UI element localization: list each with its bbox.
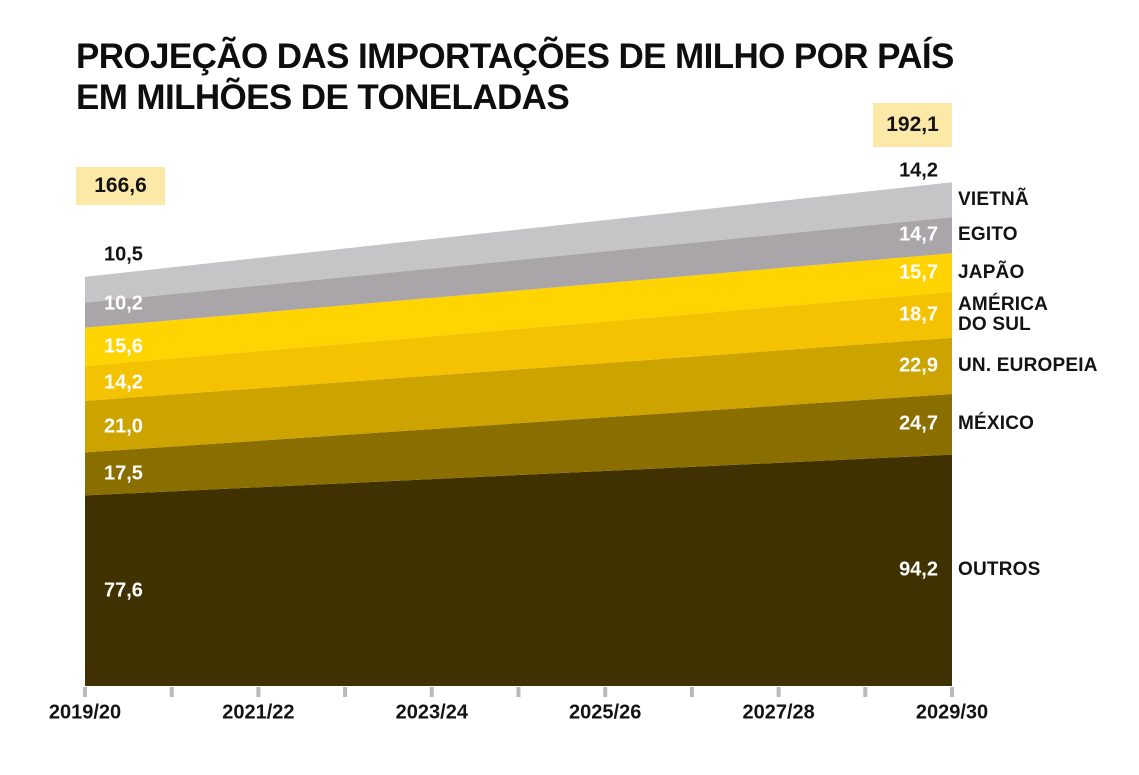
area-mexico <box>85 393 952 496</box>
x-axis-tick <box>603 687 608 697</box>
x-axis-label-5: 2029/30 <box>915 701 989 724</box>
area-egito <box>85 217 952 328</box>
value-start-egito: 10,2 <box>104 292 143 315</box>
area-vietna <box>85 182 952 303</box>
x-axis-tick <box>429 687 434 697</box>
series-label-america-do-sul: AMÉRICA DO SUL <box>958 293 1049 335</box>
value-start-japao: 15,6 <box>104 335 143 358</box>
value-end-outros: 94,2 <box>899 558 938 581</box>
total-start-value: 166,6 <box>94 174 147 197</box>
series-label-un-europeia: UN. EUROPEIA <box>958 354 1098 376</box>
title-line-2: EM MILHÕES DE TONELADAS <box>76 78 570 117</box>
x-axis-tick <box>83 687 87 697</box>
area-un-europeia <box>85 337 952 453</box>
series-label-mexico: MÉXICO <box>958 413 1035 435</box>
x-axis-tick <box>169 687 174 697</box>
x-axis-tick <box>950 687 954 697</box>
x-axis-tick <box>256 687 261 697</box>
area-outros <box>85 454 952 686</box>
series-label-egito: EGITO <box>958 224 1018 246</box>
x-axis-label-4: 2027/28 <box>742 701 815 724</box>
value-end-america-do-sul: 18,7 <box>899 303 938 326</box>
total-end-value: 192,1 <box>886 113 939 136</box>
x-axis-tick <box>343 687 348 697</box>
value-end-egito: 14,7 <box>899 223 938 246</box>
title-line-1: PROJEÇÃO DAS IMPORTAÇÕES DE MILHO POR PA… <box>76 37 954 76</box>
x-axis-label-0: 2019/20 <box>48 701 122 724</box>
area-america-do-sul <box>85 291 952 401</box>
series-label-outros: OUTROS <box>958 559 1041 581</box>
value-start-vietna: 10,5 <box>104 243 143 266</box>
series-label-japao: JAPÃO <box>958 261 1025 283</box>
total-end-box: 192,1 <box>873 103 952 147</box>
value-end-un-europeia: 22,9 <box>899 354 938 377</box>
x-axis-label-2: 2023/24 <box>395 701 468 724</box>
value-end-japao: 15,7 <box>899 261 938 284</box>
value-end-mexico: 24,7 <box>899 412 938 435</box>
series-label-vietna: VIETNÃ <box>958 188 1029 210</box>
x-axis-tick <box>516 687 521 697</box>
total-start-box: 166,6 <box>76 167 165 205</box>
value-end-vietna: 14,2 <box>899 159 938 182</box>
x-axis-ticks <box>83 687 954 697</box>
value-start-america-do-sul: 14,2 <box>104 371 143 394</box>
value-start-mexico: 17,5 <box>104 462 143 485</box>
area-japao <box>85 253 952 366</box>
x-axis-label-3: 2025/26 <box>569 701 642 724</box>
chart-areas <box>85 182 952 686</box>
x-axis-label-1: 2021/22 <box>222 701 295 724</box>
value-start-un-europeia: 21,0 <box>104 415 143 438</box>
value-start-outros: 77,6 <box>104 579 143 602</box>
x-axis-tick <box>689 687 694 697</box>
x-axis-tick <box>863 687 868 697</box>
x-axis-tick <box>776 687 781 697</box>
page-title: PROJEÇÃO DAS IMPORTAÇÕES DE MILHO POR PA… <box>76 36 954 118</box>
